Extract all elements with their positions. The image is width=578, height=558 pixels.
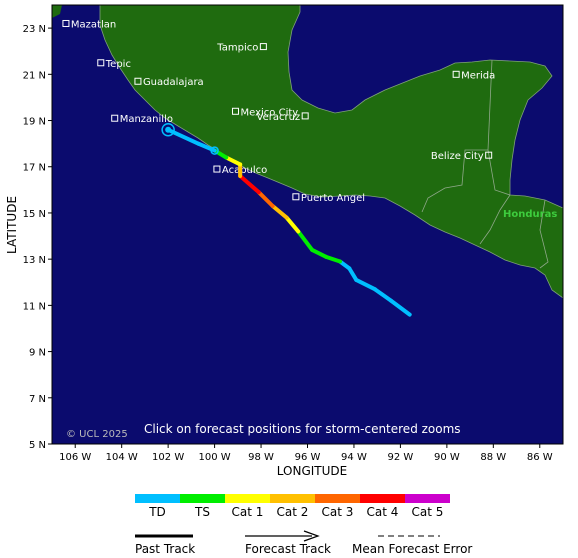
legend-category-label: Cat 2	[277, 505, 309, 519]
city-marker	[111, 114, 119, 122]
past-track-label: Past Track	[135, 542, 195, 556]
city-marker	[97, 59, 105, 67]
forecast-position-marker[interactable]	[210, 146, 219, 155]
baja-land	[52, 5, 62, 18]
y-tick-label: 21 N	[23, 70, 46, 81]
city-marker	[134, 77, 142, 85]
city-label: Mazatlan	[71, 19, 116, 30]
legend-color-swatch	[405, 494, 450, 503]
forecast-track-label: Forecast Track	[245, 542, 331, 556]
intensity-legend: TD TS Cat 1 Cat 2 Cat 3 Cat 4 Cat 5	[135, 494, 450, 519]
track-segment	[372, 287, 394, 303]
track-segment	[224, 155, 243, 167]
y-tick-label: 15 N	[23, 209, 46, 220]
storm-track[interactable]	[161, 123, 412, 317]
legend-category-label: TD	[148, 505, 166, 519]
legend-color-swatch	[315, 494, 360, 503]
forecast-track-sample	[245, 530, 320, 542]
x-tick-label: 98 W	[248, 452, 274, 463]
track-segment	[270, 204, 289, 220]
x-tick-label: 102 W	[152, 452, 184, 463]
city-label: Tampico	[216, 43, 258, 54]
city-marker	[301, 112, 309, 120]
country-borders	[421, 59, 549, 269]
city-label: Manzanillo	[120, 114, 173, 125]
track-segment	[354, 277, 377, 292]
mexico-land	[99, 4, 564, 299]
legend-color-swatch	[180, 494, 225, 503]
track-segment	[310, 247, 329, 259]
x-tick-label: 106 W	[59, 452, 91, 463]
x-tick-label: 86 W	[527, 452, 553, 463]
storm-center-dot	[165, 126, 172, 133]
legend-color-swatch	[135, 494, 180, 503]
track-segment	[324, 254, 343, 264]
x-tick-label: 94 W	[341, 452, 367, 463]
track-segment	[212, 148, 229, 160]
x-tick-label: 104 W	[106, 452, 138, 463]
city-label: Mexico City	[240, 107, 298, 118]
legend-color-swatch	[360, 494, 405, 503]
y-tick-label: 13 N	[23, 255, 46, 266]
legend-category-label: Cat 5	[412, 505, 444, 519]
track-segment	[284, 215, 301, 234]
city-marker	[292, 193, 300, 201]
city-marker	[231, 107, 239, 115]
legend-category-label: Cat 4	[367, 505, 399, 519]
y-tick-label: 17 N	[23, 163, 46, 174]
y-tick-label: 11 N	[23, 301, 46, 312]
y-axis-title: LATITUDE	[5, 196, 19, 254]
city-label: Tepic	[105, 59, 131, 70]
city-label: Acapulco	[222, 165, 267, 176]
x-tick-label: 92 W	[388, 452, 414, 463]
legend-color-swatch	[270, 494, 315, 503]
y-tick-label: 23 N	[23, 24, 46, 35]
country-label-honduras: Honduras	[503, 209, 557, 220]
x-tick-label: 90 W	[434, 452, 460, 463]
city-label: Guadalajara	[143, 77, 204, 88]
x-axis-title: LONGITUDE	[277, 464, 347, 478]
city-marker	[452, 70, 460, 78]
track-segment	[296, 229, 315, 252]
track-segment	[389, 298, 412, 317]
city-marker	[485, 151, 493, 159]
y-tick-label: 9 N	[29, 348, 46, 359]
city-label: Puerto Angel	[301, 193, 365, 204]
city-marker	[259, 43, 267, 51]
legend-category-label: Cat 1	[232, 505, 264, 519]
x-tick-label: 88 W	[480, 452, 506, 463]
y-tick-label: 7 N	[29, 394, 46, 405]
x-axis: 106 W 104 W 102 W 100 W 98 W 96 W 94 W 92 W 90 W…	[59, 444, 553, 463]
city-label: Veracruz	[257, 112, 301, 123]
track-segment	[347, 266, 359, 282]
city-markers: Mazatlan Tepic Guadalajara Manzanillo Tampic…	[62, 19, 495, 204]
x-tick-label: 96 W	[295, 452, 321, 463]
zoom-hint-text: Click on forecast positions for storm-ce…	[144, 422, 461, 436]
legend-color-swatch	[225, 494, 270, 503]
legend-category-label: Cat 3	[322, 505, 354, 519]
city-marker	[213, 165, 221, 173]
city-label: Merida	[461, 70, 495, 81]
land-masses: Honduras	[52, 4, 564, 299]
copyright-text: © UCL 2025	[66, 429, 128, 440]
y-tick-label: 5 N	[29, 440, 46, 451]
x-tick-label: 100 W	[199, 452, 231, 463]
y-tick-label: 19 N	[23, 117, 46, 128]
mean-error-label: Mean Forecast Error	[352, 542, 472, 556]
legend-category-label: TS	[194, 505, 210, 519]
city-label: Belize City	[431, 151, 484, 162]
city-marker	[62, 19, 70, 27]
track-segment	[238, 173, 261, 195]
track-segment	[256, 190, 275, 209]
storm-position-marker[interactable]	[161, 123, 175, 137]
y-axis: 23 N 21 N 19 N 17 N 15 N 13 N 11 N 9 N 7 N 5 N	[23, 24, 52, 451]
